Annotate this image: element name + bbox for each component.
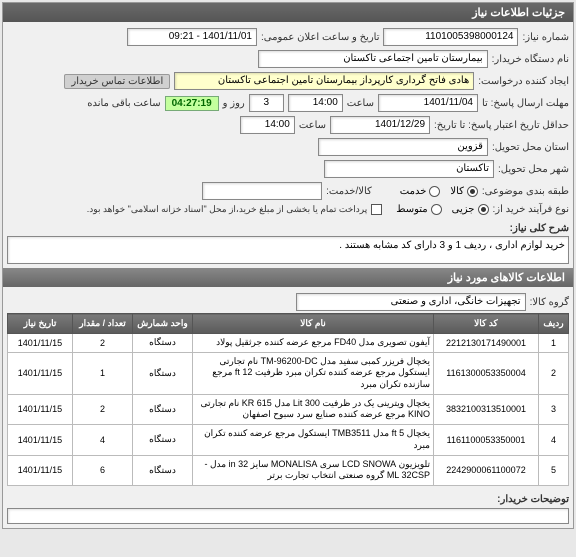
radio-mid[interactable]: متوسط	[396, 204, 441, 215]
purchase-radio-group: جزیی متوسط	[396, 204, 488, 215]
table-row[interactable]: 12212130171490001آیفون تصویری مدل FD40 م…	[8, 334, 569, 353]
th-code: کد کالا	[434, 314, 539, 334]
radio-low-label: جزیی	[452, 204, 475, 215]
radio-mid-label: متوسط	[396, 204, 427, 215]
th-date: تاریخ نیاز	[8, 314, 73, 334]
cell-date: 1401/11/15	[8, 334, 73, 353]
radio-dot-on-icon	[478, 204, 489, 215]
goods-field	[202, 182, 322, 200]
radio-goods[interactable]: کالا	[450, 186, 478, 197]
need-no-field: 1101005398000124	[383, 28, 518, 46]
remaining-label: ساعت باقی مانده	[87, 98, 160, 109]
cell-date: 1401/11/15	[8, 352, 73, 394]
requester-label: ایجاد کننده درخواست:	[478, 76, 569, 87]
th-qty: تعداد / مقدار	[73, 314, 133, 334]
form-area: شماره نیاز: 1101005398000124 تاریخ و ساع…	[3, 22, 573, 268]
cell-row: 2	[539, 352, 569, 394]
cell-qty: 2	[73, 334, 133, 353]
table-row[interactable]: 41161100053350001یخچال ft 5 مدل TMB3511 …	[8, 425, 569, 455]
city-label: شهر محل تحویل:	[498, 164, 569, 175]
radio-dot-icon	[429, 186, 440, 197]
announce-field: 1401/11/01 - 09:21	[127, 28, 257, 46]
goods-label: کالا/خدمت:	[326, 186, 372, 197]
cell-date: 1401/11/15	[8, 455, 73, 485]
cell-code: 1161300053350004	[434, 352, 539, 394]
cell-code: 1161100053350001	[434, 425, 539, 455]
cell-qty: 1	[73, 352, 133, 394]
cell-code: 3832100313510001	[434, 394, 539, 424]
buyer-field: بیمارستان تامین اجتماعی تاکستان	[258, 50, 488, 68]
province-field: قزوین	[318, 138, 488, 156]
radio-low[interactable]: جزیی	[452, 204, 489, 215]
table-header-row: ردیف کد کالا نام کالا واحد شمارش تعداد /…	[8, 314, 569, 334]
need-no-label: شماره نیاز:	[522, 32, 569, 43]
day-label: روز و	[223, 98, 245, 109]
radio-goods-label: کالا	[450, 186, 464, 197]
cell-code: 2242900061100072	[434, 455, 539, 485]
cell-date: 1401/11/15	[8, 425, 73, 455]
th-row: ردیف	[539, 314, 569, 334]
city-field: تاکستان	[324, 160, 494, 178]
cell-row: 3	[539, 394, 569, 424]
radio-dot-icon	[431, 204, 442, 215]
countdown: 04:27:19	[165, 96, 219, 111]
deadline-date-field: 1401/11/04	[378, 94, 478, 112]
buyer-label: نام دستگاه خریدار:	[492, 54, 569, 65]
requester-field: هادی فاتح گرداری کارپرداز بیمارستان تامی…	[174, 72, 474, 90]
purchase-type-label: نوع فرآیند خرید از:	[493, 204, 570, 215]
deadline-time-field: 14:00	[288, 94, 343, 112]
items-table: ردیف کد کالا نام کالا واحد شمارش تعداد /…	[7, 313, 569, 486]
treasury-note: پرداخت تمام یا بخشی از مبلغ خرید،از محل …	[87, 204, 367, 215]
items-header: اطلاعات کالاهای مورد نیاز	[3, 268, 573, 287]
th-unit: واحد شمارش	[133, 314, 193, 334]
main-panel: جزئیات اطلاعات نیاز شماره نیاز: 11010053…	[2, 2, 574, 529]
buyer-comments-label: توضیحات خریدار:	[7, 494, 569, 505]
cell-qty: 2	[73, 394, 133, 424]
description-box: خرید لوازم اداری ، ردیف 1 و 3 دارای کد م…	[7, 236, 569, 264]
category-radio-group: کالا خدمت	[400, 186, 478, 197]
time-label-2: ساعت	[299, 120, 326, 131]
group-field: تجهیزات خانگی، اداری و صنعتی	[296, 293, 526, 311]
valid-date-field: 1401/12/29	[330, 116, 430, 134]
table-row[interactable]: 21161300053350004یخچال فریزر کمبی سفید م…	[8, 352, 569, 394]
cell-unit: دستگاه	[133, 352, 193, 394]
desc-label: شرح کلی نیاز:	[510, 223, 569, 234]
valid-from-label: حداقل تاریخ اعتبار پاسخ: تا تاریخ:	[434, 120, 569, 131]
cell-row: 5	[539, 455, 569, 485]
cell-name: تلویزیون LCD SNOWA سری MONALISA سایز in …	[193, 455, 434, 485]
contact-tag[interactable]: اطلاعات تماس خریدار	[64, 74, 170, 89]
cell-name: یخچال فریزر کمبی سفید مدل TM-96200-DC نا…	[193, 352, 434, 394]
announce-label: تاریخ و ساعت اعلان عمومی:	[261, 32, 380, 43]
cell-unit: دستگاه	[133, 334, 193, 353]
table-row[interactable]: 33832100313510001یخچال ویترینی یک در ظرف…	[8, 394, 569, 424]
table-row[interactable]: 52242900061100072تلویزیون LCD SNOWA سری …	[8, 455, 569, 485]
group-label: گروه کالا:	[530, 297, 569, 308]
cell-name: آیفون تصویری مدل FD40 مرجع عرضه کننده جر…	[193, 334, 434, 353]
cell-unit: دستگاه	[133, 394, 193, 424]
buyer-comments-box	[7, 508, 569, 524]
treasury-checkbox[interactable]	[371, 204, 382, 215]
deadline-label: مهلت ارسال پاسخ: تا	[482, 98, 569, 109]
radio-service[interactable]: خدمت	[400, 186, 441, 197]
valid-time-field: 14:00	[240, 116, 295, 134]
cell-row: 1	[539, 334, 569, 353]
days-field: 3	[249, 94, 284, 112]
province-label: استان محل تحویل:	[492, 142, 569, 153]
cell-name: یخچال ویترینی یک در ظرفیت Lit 300 مدل KR…	[193, 394, 434, 424]
cell-unit: دستگاه	[133, 425, 193, 455]
category-label: طبقه بندی موضوعی:	[482, 186, 569, 197]
time-label-1: ساعت	[347, 98, 374, 109]
cell-qty: 6	[73, 455, 133, 485]
radio-service-label: خدمت	[400, 186, 427, 197]
cell-unit: دستگاه	[133, 455, 193, 485]
cell-name: یخچال ft 5 مدل TMB3511 ایستکول مرجع عرضه…	[193, 425, 434, 455]
radio-dot-on-icon	[467, 186, 478, 197]
panel-title: جزئیات اطلاعات نیاز	[3, 3, 573, 22]
cell-row: 4	[539, 425, 569, 455]
cell-date: 1401/11/15	[8, 394, 73, 424]
cell-code: 2212130171490001	[434, 334, 539, 353]
cell-qty: 4	[73, 425, 133, 455]
th-name: نام کالا	[193, 314, 434, 334]
